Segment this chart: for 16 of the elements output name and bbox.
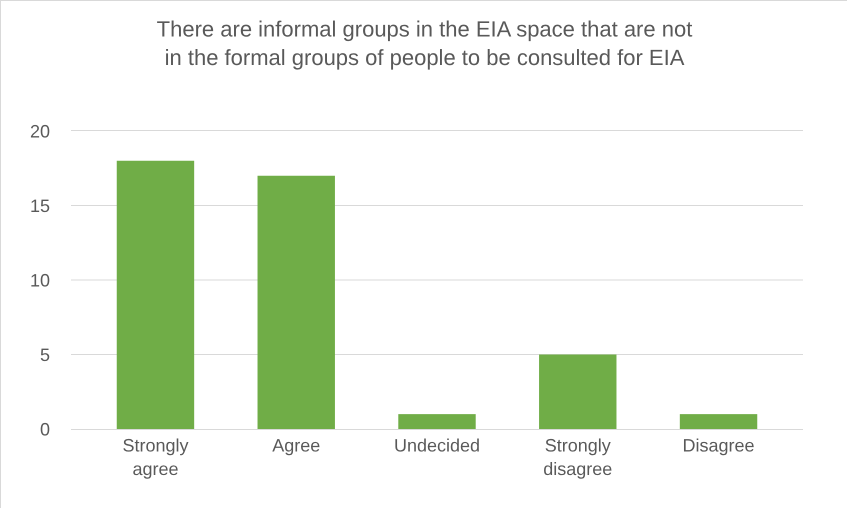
x-tick-label: Agree [272, 436, 320, 456]
y-tick-label: 15 [30, 196, 50, 216]
bar [116, 160, 194, 429]
bar [539, 354, 616, 429]
y-tick-label: 10 [30, 270, 50, 290]
y-tick-label: 20 [30, 121, 50, 142]
x-tick-label: Disagree [682, 436, 755, 456]
bar [398, 414, 476, 429]
x-tick-label: Undecided [394, 436, 480, 456]
y-tick-label: 0 [40, 419, 50, 440]
bar [680, 414, 758, 429]
y-tick-label: 5 [40, 344, 50, 365]
x-tick-label: Strongly agree [122, 436, 188, 479]
x-tick-label: Strongly disagree [543, 436, 612, 479]
chart-title: There are informal groups in the EIA space that are not in the formal groups of people to be consulted for EIA [156, 16, 692, 70]
bar [258, 176, 335, 429]
